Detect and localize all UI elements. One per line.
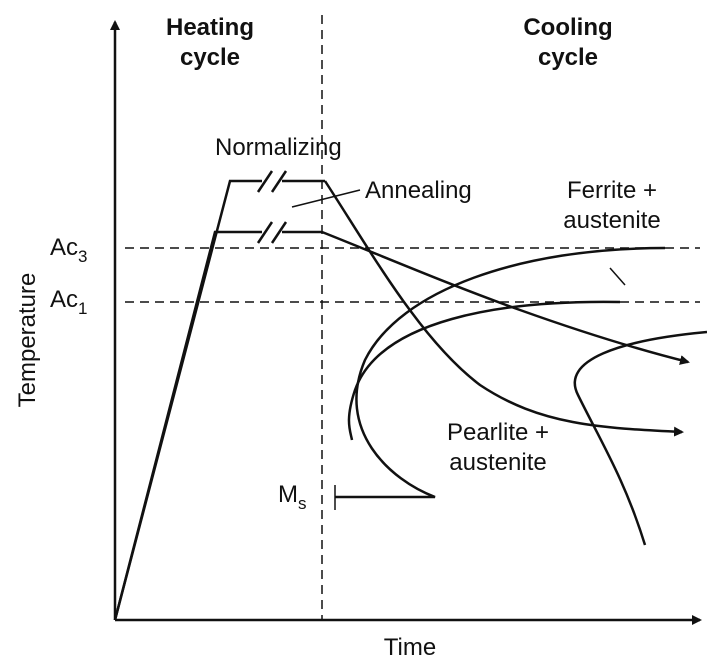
axis-label: Time (384, 634, 436, 661)
level-label: Ms (278, 481, 307, 513)
guides (125, 15, 700, 620)
heading: Cooling (523, 14, 612, 41)
level-label: Ac1 (50, 286, 87, 318)
curves (113, 170, 707, 621)
label: austenite (563, 207, 660, 234)
axis-label: Temperature (14, 273, 41, 408)
heading: Heating (166, 14, 254, 41)
level-label: Ac3 (50, 234, 87, 266)
heading: cycle (538, 44, 598, 71)
axes (110, 20, 702, 625)
label: Normalizing (215, 134, 342, 161)
label: Ferrite + (567, 177, 657, 204)
heading: cycle (180, 44, 240, 71)
label: Pearlite + (447, 419, 549, 446)
label: Annealing (365, 177, 472, 204)
label: austenite (449, 449, 546, 476)
